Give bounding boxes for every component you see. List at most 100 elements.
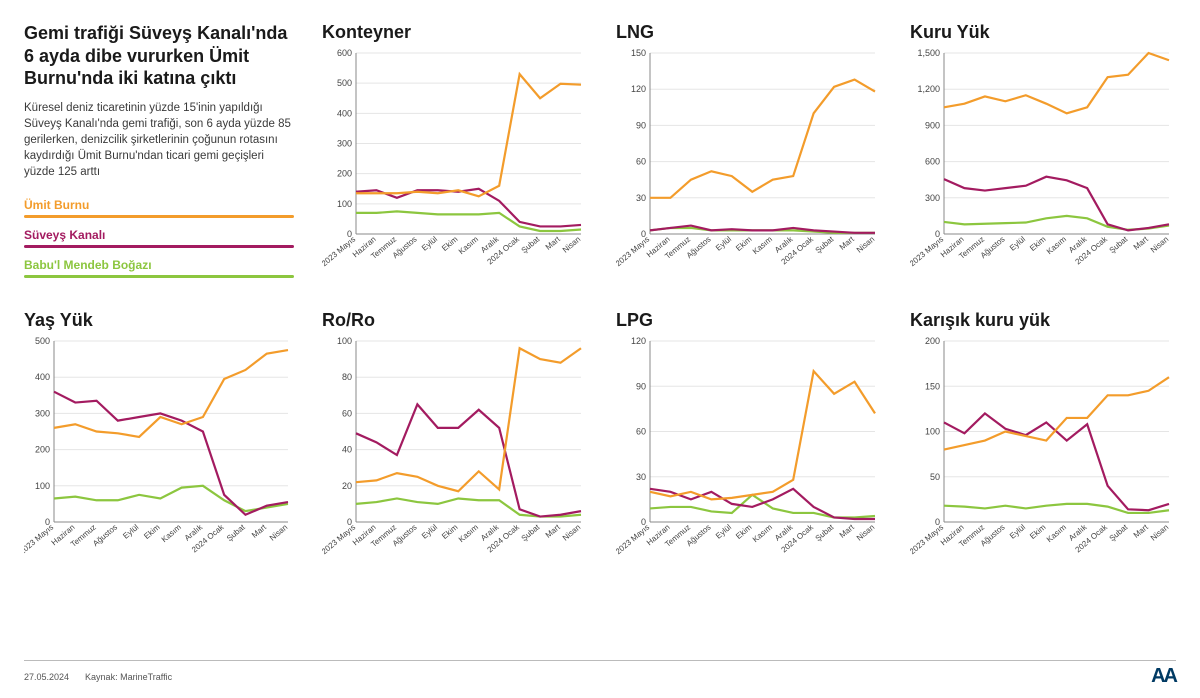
svg-text:Kasım: Kasım — [457, 234, 480, 256]
svg-text:Şubat: Şubat — [520, 234, 542, 255]
legend-item: Babu'l Mendeb Boğazı — [24, 258, 294, 278]
svg-text:Şubat: Şubat — [1108, 522, 1130, 543]
svg-text:100: 100 — [925, 426, 940, 436]
svg-text:50: 50 — [930, 472, 940, 482]
svg-text:600: 600 — [337, 48, 352, 58]
svg-text:Şubat: Şubat — [814, 234, 836, 255]
svg-text:100: 100 — [337, 336, 352, 346]
svg-text:400: 400 — [35, 372, 50, 382]
chart-kuru: Kuru Yük03006009001,2001,5002023 MayısHa… — [910, 22, 1176, 288]
chart-roro: Ro/Ro0204060801002023 MayısHaziranTemmuz… — [322, 310, 588, 570]
svg-text:Nisan: Nisan — [855, 523, 876, 543]
footer: 27.05.2024 Kaynak: MarineTraffic AA — [24, 660, 1176, 688]
legend-item: Süveyş Kanalı — [24, 228, 294, 248]
svg-text:40: 40 — [342, 445, 352, 455]
svg-text:120: 120 — [631, 336, 646, 346]
svg-text:20: 20 — [342, 481, 352, 491]
svg-text:Nisan: Nisan — [561, 523, 582, 543]
svg-text:Mart: Mart — [838, 234, 857, 252]
svg-text:Mart: Mart — [250, 522, 269, 540]
svg-text:200: 200 — [35, 445, 50, 455]
chart-title: Konteyner — [322, 22, 588, 43]
legend-item: Ümit Burnu — [24, 198, 294, 218]
svg-text:150: 150 — [631, 48, 646, 58]
footer-source: Kaynak: MarineTraffic — [85, 672, 172, 682]
svg-text:Mart: Mart — [1132, 234, 1151, 252]
svg-text:60: 60 — [636, 426, 646, 436]
legend-label: Ümit Burnu — [24, 198, 294, 212]
svg-text:80: 80 — [342, 372, 352, 382]
svg-text:Eylül: Eylül — [420, 522, 439, 540]
svg-text:Ekim: Ekim — [142, 522, 162, 541]
svg-text:300: 300 — [925, 193, 940, 203]
svg-text:Mart: Mart — [544, 234, 563, 252]
svg-text:Şubat: Şubat — [520, 522, 542, 543]
svg-text:200: 200 — [337, 169, 352, 179]
svg-text:1,500: 1,500 — [917, 48, 940, 58]
chart-title: LPG — [616, 310, 882, 331]
legend-line-icon — [24, 215, 294, 218]
svg-text:Mart: Mart — [544, 522, 563, 540]
svg-text:900: 900 — [925, 120, 940, 130]
chart-yas: Yaş Yük01002003004005002023 MayısHaziran… — [24, 310, 294, 570]
chart-title: LNG — [616, 22, 882, 43]
svg-text:Eylül: Eylül — [714, 234, 733, 252]
svg-text:90: 90 — [636, 381, 646, 391]
svg-text:Kasım: Kasım — [751, 522, 774, 544]
svg-text:Şubat: Şubat — [1108, 234, 1130, 255]
chart-konteyner: Konteyner01002003004005006002023 MayısHa… — [322, 22, 588, 288]
svg-text:500: 500 — [35, 336, 50, 346]
svg-text:600: 600 — [925, 157, 940, 167]
svg-text:100: 100 — [337, 199, 352, 209]
footer-date: 27.05.2024 — [24, 672, 69, 682]
chart-title: Yaş Yük — [24, 310, 294, 331]
svg-text:30: 30 — [636, 193, 646, 203]
svg-text:120: 120 — [631, 84, 646, 94]
svg-text:100: 100 — [35, 481, 50, 491]
svg-text:Mart: Mart — [1132, 522, 1151, 540]
svg-text:Eylül: Eylül — [121, 522, 140, 540]
svg-text:Nisan: Nisan — [1149, 235, 1170, 255]
intro-panel: Gemi trafiği Süveyş Kanalı'nda 6 ayda di… — [24, 22, 294, 288]
svg-text:300: 300 — [337, 139, 352, 149]
svg-text:Şubat: Şubat — [814, 522, 836, 543]
chart-title: Ro/Ro — [322, 310, 588, 331]
svg-text:Şubat: Şubat — [225, 522, 247, 543]
svg-text:Eylül: Eylül — [1008, 234, 1027, 252]
legend-line-icon — [24, 245, 294, 248]
chart-lpg: LPG03060901202023 MayısHaziranTemmuzAğus… — [616, 310, 882, 570]
headline: Gemi trafiği Süveyş Kanalı'nda 6 ayda di… — [24, 22, 294, 90]
svg-text:30: 30 — [636, 472, 646, 482]
svg-text:Kasım: Kasım — [1045, 234, 1068, 256]
svg-text:Nisan: Nisan — [561, 235, 582, 255]
chart-title: Karışık kuru yük — [910, 310, 1176, 331]
svg-text:1,200: 1,200 — [917, 84, 940, 94]
svg-text:400: 400 — [337, 108, 352, 118]
legend-label: Babu'l Mendeb Boğazı — [24, 258, 294, 272]
svg-text:60: 60 — [636, 157, 646, 167]
subhead: Küresel deniz ticaretinin yüzde 15'inin … — [24, 100, 294, 180]
svg-text:Eylül: Eylül — [420, 234, 439, 252]
svg-text:90: 90 — [636, 120, 646, 130]
svg-text:Nisan: Nisan — [1149, 523, 1170, 543]
svg-text:Mart: Mart — [838, 522, 857, 540]
svg-text:Kasım: Kasım — [160, 522, 183, 544]
svg-text:Nisan: Nisan — [855, 235, 876, 255]
svg-text:Kasım: Kasım — [1045, 522, 1068, 544]
chart-karisik: Karışık kuru yük0501001502002023 MayısHa… — [910, 310, 1176, 570]
svg-text:60: 60 — [342, 408, 352, 418]
aa-logo-icon: AA — [1151, 665, 1176, 688]
svg-text:300: 300 — [35, 408, 50, 418]
legend-line-icon — [24, 275, 294, 278]
svg-text:Kasım: Kasım — [751, 234, 774, 256]
chart-lng: LNG03060901201502023 MayısHaziranTemmuzA… — [616, 22, 882, 288]
chart-title: Kuru Yük — [910, 22, 1176, 43]
legend: Ümit Burnu Süveyş Kanalı Babu'l Mendeb B… — [24, 198, 294, 278]
svg-text:500: 500 — [337, 78, 352, 88]
svg-text:Eylül: Eylül — [714, 522, 733, 540]
svg-text:Eylül: Eylül — [1008, 522, 1027, 540]
svg-text:Nisan: Nisan — [268, 523, 289, 543]
svg-text:200: 200 — [925, 336, 940, 346]
svg-text:Ağustos: Ağustos — [91, 523, 119, 548]
svg-text:150: 150 — [925, 381, 940, 391]
